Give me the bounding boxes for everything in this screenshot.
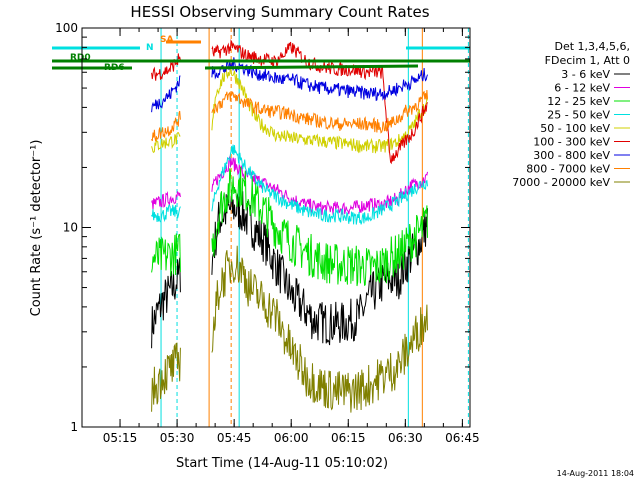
- series-line-5: [151, 39, 428, 165]
- flag-label-rd6: RD6: [104, 63, 125, 73]
- x-axis-label: Start Time (14-Aug-11 05:10:02): [176, 456, 388, 471]
- chart-title: HESSI Observing Summary Count Rates: [130, 3, 429, 21]
- x-tick-label: 06:30: [388, 431, 423, 445]
- series-line-2: [151, 166, 428, 287]
- series-line-8: [151, 245, 428, 413]
- legend-entry-label: 50 - 100 keV: [540, 122, 610, 135]
- legend-entry-label: 25 - 50 keV: [547, 109, 610, 122]
- legend-header-1: FDecim 1, Att 0: [545, 54, 630, 67]
- legend-entry-label: 6 - 12 keV: [554, 82, 610, 95]
- series-line-3: [151, 144, 428, 225]
- x-tick-label: 06:15: [331, 431, 366, 445]
- y-tick-label: 1: [70, 420, 78, 434]
- flag-label-n: N: [146, 43, 154, 53]
- flag-label-rd0: RD0: [70, 53, 91, 63]
- legend-entry-label: 3 - 6 keV: [561, 68, 610, 81]
- y-axis: 1 10 100: [55, 21, 470, 434]
- series-line-7: [151, 89, 428, 142]
- plot-timestamp: 14-Aug-2011 18:04: [557, 469, 634, 478]
- x-tick-label: 05:30: [160, 431, 195, 445]
- y-tick-label: 100: [55, 21, 78, 35]
- x-tick-label: 05:45: [217, 431, 252, 445]
- x-tick-label: 05:15: [103, 431, 138, 445]
- legend-header-0: Det 1,3,4,5,6,: [554, 40, 630, 53]
- flag-layer: RD0 RD6 N SA: [52, 35, 470, 73]
- flag-label-sa: SA: [160, 35, 173, 45]
- rd6-flag-line-2: [204, 64, 419, 70]
- x-tick-label: 06:45: [445, 431, 480, 445]
- legend-entry-label: 100 - 300 keV: [533, 136, 610, 149]
- y-axis-label: Count Rate (s⁻¹ detector⁻¹): [29, 140, 44, 317]
- legend: Det 1,3,4,5,6,FDecim 1, Att 03 - 6 keV6 …: [512, 40, 630, 189]
- legend-entry-label: 800 - 7000 keV: [526, 163, 610, 176]
- legend-entry-label: 7000 - 20000 keV: [512, 176, 610, 189]
- y-tick-label: 10: [63, 221, 78, 235]
- series-line-6: [151, 57, 428, 113]
- legend-entry-label: 12 - 25 keV: [547, 95, 610, 108]
- series-layer: [151, 39, 428, 413]
- x-axis: 05:15 05:30 05:45 06:00 06:15 06:30 06:45: [103, 28, 480, 445]
- legend-entry-label: 300 - 800 keV: [533, 149, 610, 162]
- x-tick-label: 06:00: [274, 431, 309, 445]
